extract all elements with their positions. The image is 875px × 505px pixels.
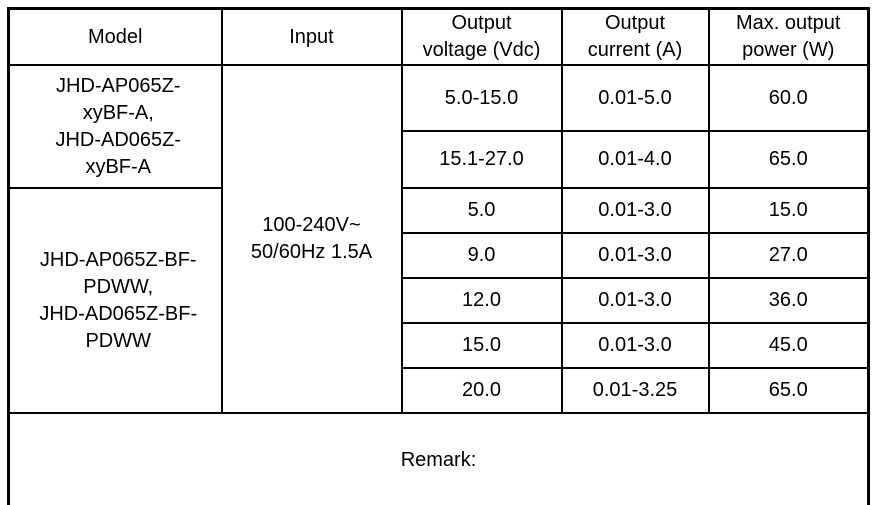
remark-row: Remark: “AP” in the model no. mean direc… [7, 412, 870, 505]
voltage-cell: 5.0 [400, 187, 563, 234]
spec-table: Model Input Output voltage (Vdc) Output … [7, 7, 870, 505]
col-header-input: Input [220, 7, 403, 66]
power-cell: 45.0 [707, 322, 870, 369]
voltage-cell: 9.0 [400, 232, 563, 279]
model-group-2-cell: JHD-AP065Z-BF- PDWW, JHD-AD065Z-BF- PDWW [7, 187, 223, 414]
remark-title: Remark: [400, 449, 477, 471]
table-row: 12.0 0.01-3.0 36.0 [9, 277, 870, 324]
current-cell: 0.01-3.25 [560, 367, 710, 414]
input-spec-cell: 100-240V~ 50/60Hz 1.5A [220, 64, 403, 414]
power-cell: 60.0 [707, 64, 870, 132]
current-cell: 0.01-3.0 [560, 277, 710, 324]
voltage-cell: 5.0-15.0 [400, 64, 563, 132]
col-header-model: Model [7, 7, 223, 66]
power-cell: 27.0 [707, 232, 870, 279]
table-row: 9.0 0.01-3.0 27.0 [9, 232, 870, 279]
table-row: JHD-AP065Z-BF- PDWW, JHD-AD065Z-BF- PDWW… [7, 187, 870, 414]
header-row: Model Input Output voltage (Vdc) Output … [7, 7, 870, 66]
voltage-cell: 15.1-27.0 [400, 130, 563, 189]
col-header-voltage: Output voltage (Vdc) [400, 7, 563, 66]
power-cell: 65.0 [707, 130, 870, 189]
model-group-1-cell: JHD-AP065Z- xyBF-A, JHD-AD065Z- xyBF-A [7, 64, 223, 189]
current-cell: 0.01-3.0 [560, 322, 710, 369]
current-cell: 0.01-5.0 [560, 64, 710, 132]
table-row: 20.0 0.01-3.25 65.0 [9, 367, 870, 414]
current-cell: 0.01-4.0 [560, 130, 710, 189]
table-row: JHD-AP065Z- xyBF-A, JHD-AD065Z- xyBF-A 1… [7, 64, 870, 414]
voltage-cell: 12.0 [400, 277, 563, 324]
power-cell: 65.0 [707, 367, 870, 414]
voltage-cell: 15.0 [400, 322, 563, 369]
current-cell: 0.01-3.0 [560, 187, 710, 234]
table-row: 15.0 0.01-3.0 45.0 [9, 322, 870, 369]
remark-cell: Remark: “AP” in the model no. mean direc… [7, 412, 870, 505]
power-cell: 15.0 [707, 187, 870, 234]
col-header-current: Output current (A) [560, 7, 710, 66]
power-cell: 36.0 [707, 277, 870, 324]
table-row: 15.1-27.0 0.01-4.0 65.0 [9, 130, 870, 189]
col-header-power: Max. output power (W) [707, 7, 870, 66]
voltage-cell: 20.0 [400, 367, 563, 414]
current-cell: 0.01-3.0 [560, 232, 710, 279]
